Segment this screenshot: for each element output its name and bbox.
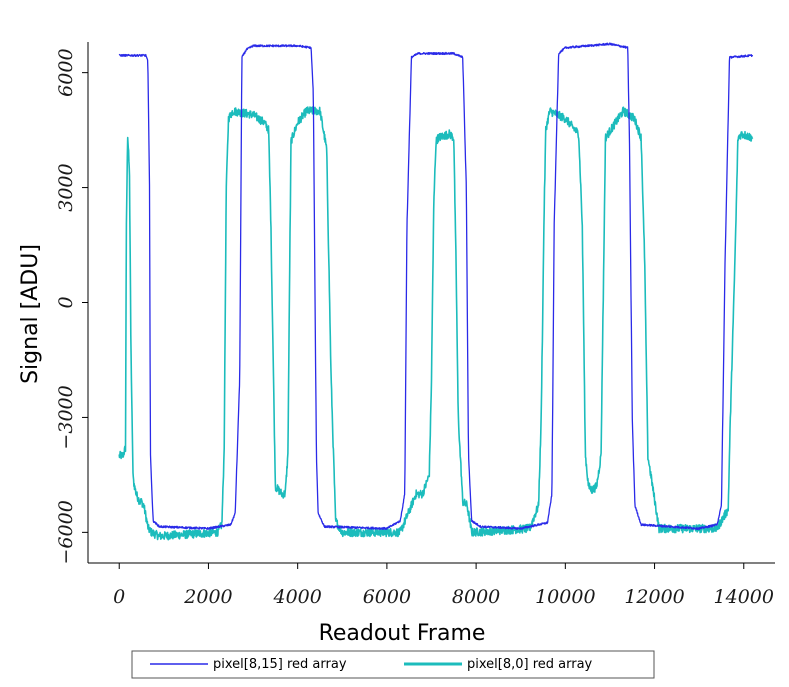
x-tick-label: 6000	[363, 586, 411, 608]
tick-labels: 0 2000 4000 6000 8000 10000 12000 14000 −6000 −30…	[55, 48, 774, 608]
series-line-pixel-8-0	[118, 106, 754, 541]
x-tick-label: 10000	[535, 586, 595, 608]
axes	[82, 42, 775, 569]
legend-label-pixel-8-0: pixel[8,0] red array	[467, 657, 593, 672]
y-tick-label: 0	[55, 296, 77, 308]
x-tick-label: 12000	[624, 586, 684, 608]
y-tick-label: 6000	[55, 48, 77, 96]
x-tick-label: 14000	[714, 586, 774, 608]
plot-lines	[118, 42, 754, 541]
x-tick-label: 8000	[452, 586, 500, 608]
legend-box	[131, 650, 655, 679]
y-tick-label: 3000	[55, 163, 77, 211]
y-axis-title: Signal [ADU]	[18, 244, 43, 384]
legend-label-pixel-8-15: pixel[8,15] red array	[213, 657, 347, 672]
x-axis-title: Readout Frame	[319, 621, 486, 646]
x-tick-label: 0	[113, 586, 125, 608]
y-tick-label: −3000	[55, 385, 77, 449]
x-tick-label: 2000	[183, 586, 232, 608]
series-line-pixel-8-15	[118, 42, 754, 531]
y-tick-label: −6000	[55, 500, 77, 564]
legend: pixel[8,15] red array pixel[8,0] red arr…	[131, 650, 655, 679]
x-tick-label: 4000	[272, 586, 321, 608]
